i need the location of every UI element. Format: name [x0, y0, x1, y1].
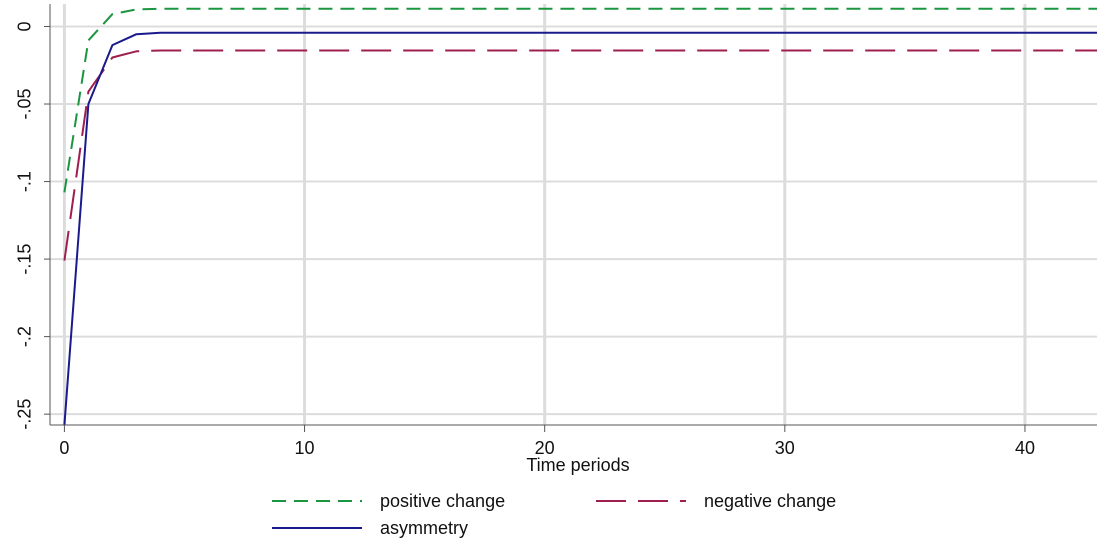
series-line-positive-change: [63, 7, 1097, 193]
axes: 0 -.05 -.1 -.15 -.2 -.25 0 10 20 30 40: [15, 4, 1097, 458]
legend-label-positive-change: positive change: [380, 491, 505, 511]
legend-label-asymmetry: asymmetry: [380, 518, 468, 538]
x-tick-label: 0: [59, 438, 69, 458]
y-tick-label: -.1: [15, 171, 35, 192]
x-tick-label: 40: [1015, 438, 1035, 458]
legend: positive change negative change asymmetry: [272, 491, 836, 538]
plot-area: [50, 4, 1097, 425]
x-tick-label: 10: [295, 438, 315, 458]
x-tick-label: 20: [535, 438, 555, 458]
legend-label-negative-change: negative change: [704, 491, 836, 511]
y-tick-label: -.05: [15, 89, 35, 120]
y-tick-label: -.2: [15, 326, 35, 347]
y-tick-label: -.25: [15, 399, 35, 430]
x-tick-label: 30: [775, 438, 795, 458]
series-lines: [63, 7, 1097, 426]
y-tick-label: 0: [15, 21, 35, 31]
y-tick-label: -.15: [15, 244, 35, 275]
x-axis-title: Time periods: [526, 455, 629, 475]
series-line-asymmetry: [63, 31, 1097, 426]
grid: [50, 4, 1097, 425]
series-line-negative-change: [63, 49, 1097, 261]
